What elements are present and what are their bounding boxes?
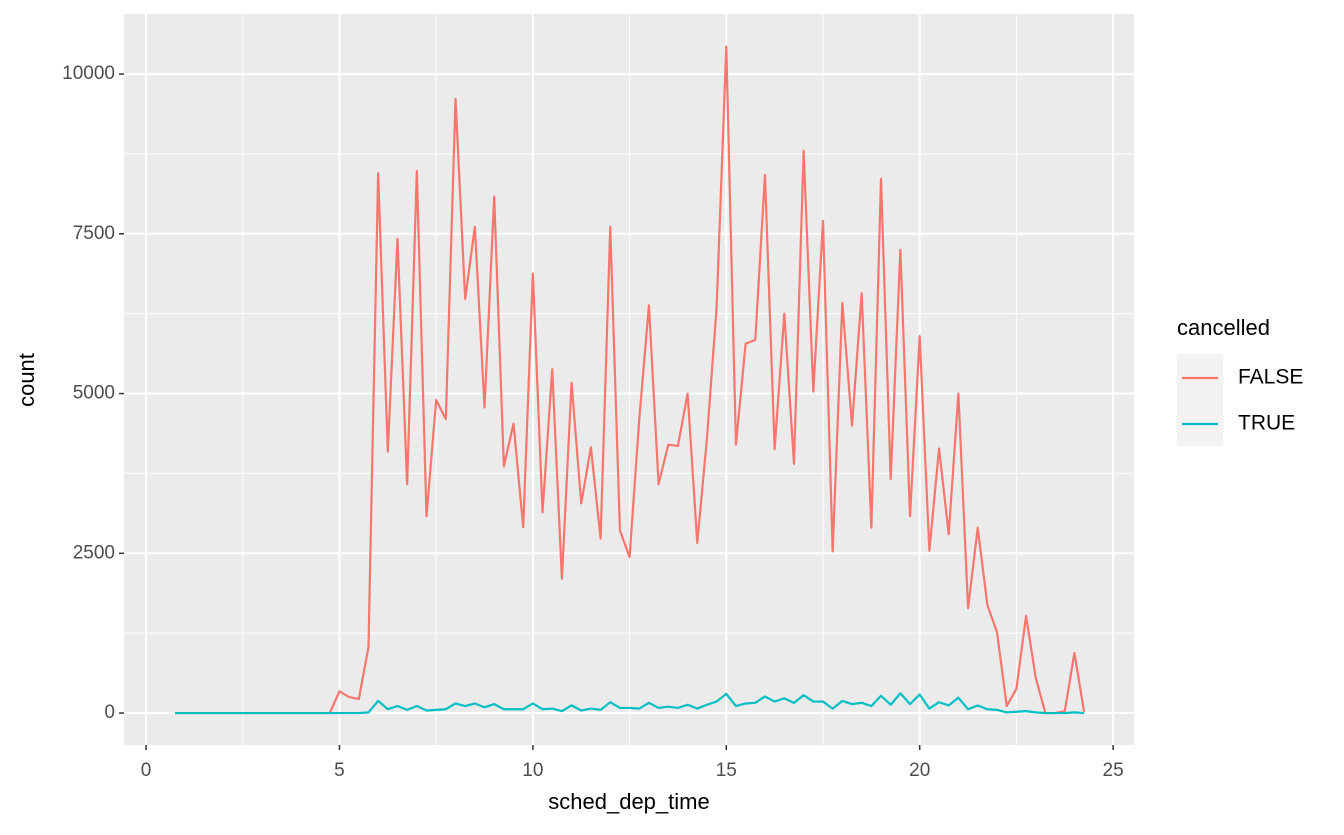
x-tick-label: 25 bbox=[1103, 760, 1124, 781]
x-tick-label: 0 bbox=[141, 760, 152, 781]
x-tick-label: 10 bbox=[522, 760, 543, 781]
x-axis-label: sched_dep_time bbox=[548, 789, 709, 814]
x-tick-label: 20 bbox=[909, 760, 930, 781]
legend-label: TRUE bbox=[1238, 412, 1295, 435]
y-tick-label: 7500 bbox=[73, 223, 115, 244]
x-tick-label: 5 bbox=[334, 760, 345, 781]
x-tick-label: 15 bbox=[716, 760, 737, 781]
panel bbox=[124, 14, 1134, 745]
y-tick-label: 10000 bbox=[62, 63, 115, 84]
legend-title: cancelled bbox=[1177, 315, 1270, 340]
y-tick-label: 2500 bbox=[73, 542, 115, 563]
y-tick-label: 0 bbox=[104, 702, 115, 723]
legend-keys bbox=[1177, 354, 1223, 446]
y-axis-label: count bbox=[14, 353, 39, 407]
legend-label: FALSE bbox=[1238, 366, 1303, 389]
y-tick-label: 5000 bbox=[73, 383, 115, 404]
series-line bbox=[175, 692, 1085, 715]
